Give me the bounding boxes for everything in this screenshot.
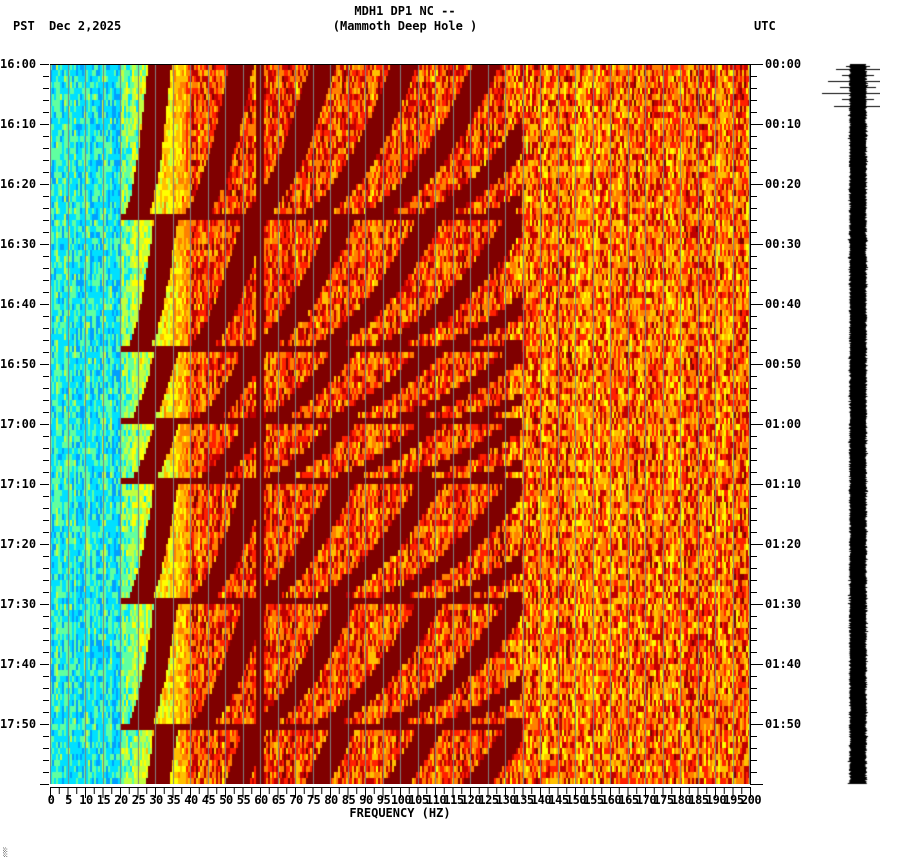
x-tick-label: 160 xyxy=(600,793,622,807)
y-tick-label-right: 00:20 xyxy=(765,177,802,191)
x-tick-label: 180 xyxy=(670,793,692,807)
x-tick-label: 125 xyxy=(478,793,499,807)
y-tick-label-right: 01:00 xyxy=(765,417,802,431)
y-tick-label-right: 01:10 xyxy=(765,477,802,491)
y-tick-label-left: 17:40 xyxy=(0,657,37,671)
x-tick-label: 50 xyxy=(219,793,233,807)
y-tick-label-right: 00:10 xyxy=(765,117,802,131)
x-tick-label: 65 xyxy=(271,793,286,807)
y-tick-label-left: 17:20 xyxy=(0,537,37,551)
y-tick-label-right: 00:40 xyxy=(765,297,802,311)
x-tick-label: 155 xyxy=(583,793,604,807)
x-tick-label: 90 xyxy=(359,793,373,807)
x-tick-label: 110 xyxy=(425,793,447,807)
x-tick-label: 75 xyxy=(306,793,321,807)
x-tick-label: 200 xyxy=(740,793,762,807)
x-tick-label: 150 xyxy=(565,793,587,807)
x-tick-label: 195 xyxy=(723,793,744,807)
x-axis-title: FREQUENCY (HZ) xyxy=(349,806,451,820)
x-tick-label: 5 xyxy=(65,793,72,807)
x-tick-label: 80 xyxy=(324,793,338,807)
y-tick-label-left: 17:30 xyxy=(0,597,37,611)
x-tick-label: 85 xyxy=(341,793,356,807)
x-tick-label: 25 xyxy=(131,793,146,807)
chart-title-location: (Mammoth Deep Hole ) xyxy=(332,19,478,33)
x-tick-label: 40 xyxy=(184,793,198,807)
x-tick-label: 175 xyxy=(653,793,674,807)
y-tick-label-left: 16:50 xyxy=(0,357,37,371)
x-tick-label: 120 xyxy=(460,793,482,807)
x-tick-label: 135 xyxy=(513,793,534,807)
y-tick-label-right: 01:40 xyxy=(765,657,802,671)
right-timezone-label: UTC xyxy=(754,19,776,33)
y-tick-label-right: 00:50 xyxy=(765,357,802,371)
left-timezone-label: PST xyxy=(13,19,35,33)
y-tick-label-right: 00:00 xyxy=(765,57,802,71)
x-tick-label: 190 xyxy=(705,793,727,807)
y-tick-label-left: 17:50 xyxy=(0,717,37,731)
x-tick-label: 115 xyxy=(443,793,464,807)
x-tick-label: 185 xyxy=(688,793,709,807)
x-tick-label: 170 xyxy=(635,793,657,807)
x-tick-label: 105 xyxy=(408,793,429,807)
x-tick-label: 30 xyxy=(149,793,163,807)
x-tick-label: 45 xyxy=(201,793,216,807)
x-tick-label: 145 xyxy=(548,793,569,807)
x-tick-label: 165 xyxy=(618,793,639,807)
footer-mark: ░ xyxy=(3,848,8,857)
chart-title-station: MDH1 DP1 NC -- xyxy=(354,4,456,18)
y-tick-label-left: 16:00 xyxy=(0,57,37,71)
x-tick-label: 140 xyxy=(530,793,552,807)
x-tick-label: 0 xyxy=(47,793,55,807)
y-tick-label-right: 01:20 xyxy=(765,537,802,551)
y-tick-label-right: 00:30 xyxy=(765,237,802,251)
x-tick-label: 10 xyxy=(79,793,93,807)
spectrogram-plot xyxy=(50,64,750,784)
x-tick-label: 100 xyxy=(390,793,412,807)
x-tick-label: 20 xyxy=(114,793,128,807)
y-tick-label-left: 17:10 xyxy=(0,477,37,491)
x-tick-label: 35 xyxy=(166,793,181,807)
y-tick-label-left: 16:10 xyxy=(0,117,37,131)
y-tick-label-right: 01:50 xyxy=(765,717,802,731)
y-tick-label-left: 16:20 xyxy=(0,177,37,191)
x-tick-label: 60 xyxy=(254,793,268,807)
x-tick-label: 55 xyxy=(236,793,251,807)
x-tick-label: 15 xyxy=(96,793,111,807)
x-tick-label: 70 xyxy=(289,793,303,807)
y-tick-label-right: 01:30 xyxy=(765,597,802,611)
y-tick-label-left: 16:40 xyxy=(0,297,37,311)
x-tick-label: 95 xyxy=(376,793,391,807)
seismogram-trace xyxy=(820,60,880,790)
spectrogram-canvas xyxy=(50,64,750,784)
y-tick-label-left: 16:30 xyxy=(0,237,37,251)
date-label: Dec 2,2025 xyxy=(49,19,122,33)
y-tick-label-left: 17:00 xyxy=(0,417,37,431)
x-tick-label: 130 xyxy=(495,793,517,807)
